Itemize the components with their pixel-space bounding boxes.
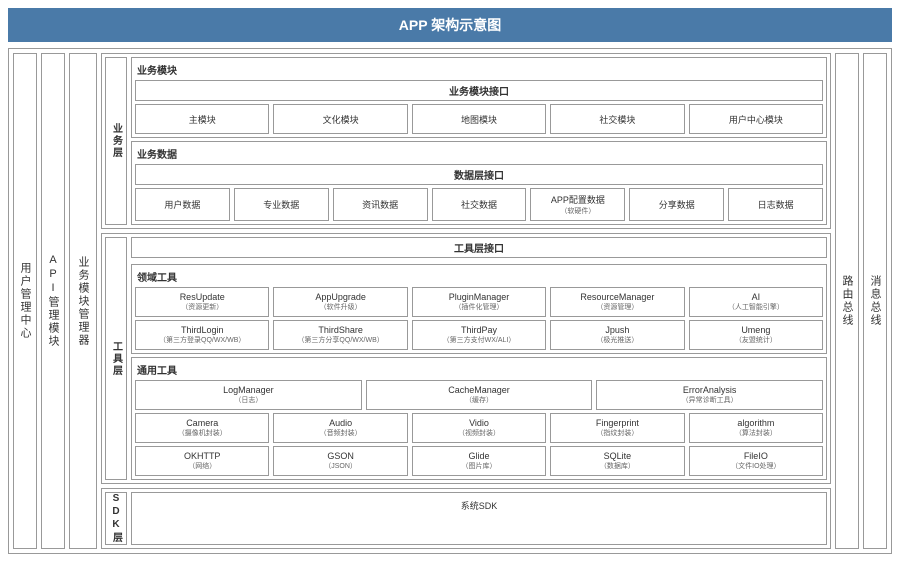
biz-data-section: 业务数据 数据层接口 用户数据专业数据资讯数据社交数据APP配置数据（软硬件）分… bbox=[131, 141, 827, 225]
module-box: Jpush（极光推送） bbox=[550, 320, 684, 350]
biz-modules-title: 业务模块 bbox=[135, 61, 823, 80]
module-box: 社交模块 bbox=[550, 104, 684, 134]
module-box: APP配置数据（软硬件） bbox=[530, 188, 625, 221]
module-box: AI（人工智能引擎） bbox=[689, 287, 823, 317]
module-box: LogManager（日志） bbox=[135, 380, 362, 410]
module-box: ThirdPay（第三方支付WX/ALI） bbox=[412, 320, 546, 350]
module-box: FileIO（文件IO处理） bbox=[689, 446, 823, 476]
biz-modules-iface: 业务模块接口 bbox=[135, 80, 823, 101]
module-box: ErrorAnalysis（异常诊断工具） bbox=[596, 380, 823, 410]
module-box: algorithm（算法封装） bbox=[689, 413, 823, 443]
module-box: OKHTTP（网络） bbox=[135, 446, 269, 476]
biz-layer-label: 业务层 bbox=[105, 57, 127, 225]
main-area: 用户管理中心 API管理模块 业务模块管理器 业务层 业务模块 业务模块接口 主… bbox=[8, 48, 892, 554]
module-box: Fingerprint（指纹封装） bbox=[550, 413, 684, 443]
sdk-layer: SDK层 系统SDK bbox=[101, 488, 831, 549]
module-box: ThirdShare（第三方分享QQ/WX/WB） bbox=[273, 320, 407, 350]
module-box: Camera（摄像机封装） bbox=[135, 413, 269, 443]
module-box: 地图模块 bbox=[412, 104, 546, 134]
biz-data-iface: 数据层接口 bbox=[135, 164, 823, 185]
center-layers: 业务层 业务模块 业务模块接口 主模块文化模块地图模块社交模块用户中心模块 业务… bbox=[101, 53, 831, 549]
tool-layer-label: 工具层 bbox=[105, 237, 127, 480]
module-box: 专业数据 bbox=[234, 188, 329, 221]
general-tools-section: 通用工具 LogManager（日志）CacheManager（缓存）Error… bbox=[131, 357, 827, 480]
module-box: 分享数据 bbox=[629, 188, 724, 221]
tool-layer: 工具层 工具层接口 领域工具 ResUpdate（资源更新）AppUpgrade… bbox=[101, 233, 831, 484]
module-box: ResUpdate（资源更新） bbox=[135, 287, 269, 317]
module-box: SQLite（数据库） bbox=[550, 446, 684, 476]
module-box: CacheManager（缓存） bbox=[366, 380, 593, 410]
module-box: 社交数据 bbox=[432, 188, 527, 221]
title-bar: APP 架构示意图 bbox=[8, 8, 892, 42]
domain-tools-title: 领域工具 bbox=[135, 268, 823, 287]
module-box: 资讯数据 bbox=[333, 188, 428, 221]
module-box: Glide（图片库） bbox=[412, 446, 546, 476]
biz-modules-section: 业务模块 业务模块接口 主模块文化模块地图模块社交模块用户中心模块 bbox=[131, 57, 827, 138]
module-box: AppUpgrade（软件升级） bbox=[273, 287, 407, 317]
right-col-msg-bus: 消息总线 bbox=[863, 53, 887, 549]
right-col-router-bus: 路由总线 bbox=[835, 53, 859, 549]
module-box: GSON（JSON） bbox=[273, 446, 407, 476]
diagram-root: APP 架构示意图 用户管理中心 API管理模块 业务模块管理器 业务层 业务模… bbox=[8, 8, 892, 554]
left-col-user-mgmt: 用户管理中心 bbox=[13, 53, 37, 549]
left-col-biz-mgr: 业务模块管理器 bbox=[69, 53, 97, 549]
left-col-api-mgmt: API管理模块 bbox=[41, 53, 65, 549]
tool-layer-iface: 工具层接口 bbox=[131, 237, 827, 258]
domain-tools-section: 领域工具 ResUpdate（资源更新）AppUpgrade（软件升级）Plug… bbox=[131, 264, 827, 354]
module-box: 用户中心模块 bbox=[689, 104, 823, 134]
module-box: Vidio（视频封装） bbox=[412, 413, 546, 443]
module-box: 文化模块 bbox=[273, 104, 407, 134]
general-tools-title: 通用工具 bbox=[135, 361, 823, 380]
module-box: ResourceManager（资源管理） bbox=[550, 287, 684, 317]
module-box: Audio（音频封装） bbox=[273, 413, 407, 443]
module-box: 日志数据 bbox=[728, 188, 823, 221]
module-box: ThirdLogin（第三方登录QQ/WX/WB） bbox=[135, 320, 269, 350]
module-box: PluginManager（插件化管理） bbox=[412, 287, 546, 317]
biz-data-title: 业务数据 bbox=[135, 145, 823, 164]
module-box: 主模块 bbox=[135, 104, 269, 134]
biz-layer: 业务层 业务模块 业务模块接口 主模块文化模块地图模块社交模块用户中心模块 业务… bbox=[101, 53, 831, 229]
module-box: Umeng（友盟统计） bbox=[689, 320, 823, 350]
module-box: 用户数据 bbox=[135, 188, 230, 221]
